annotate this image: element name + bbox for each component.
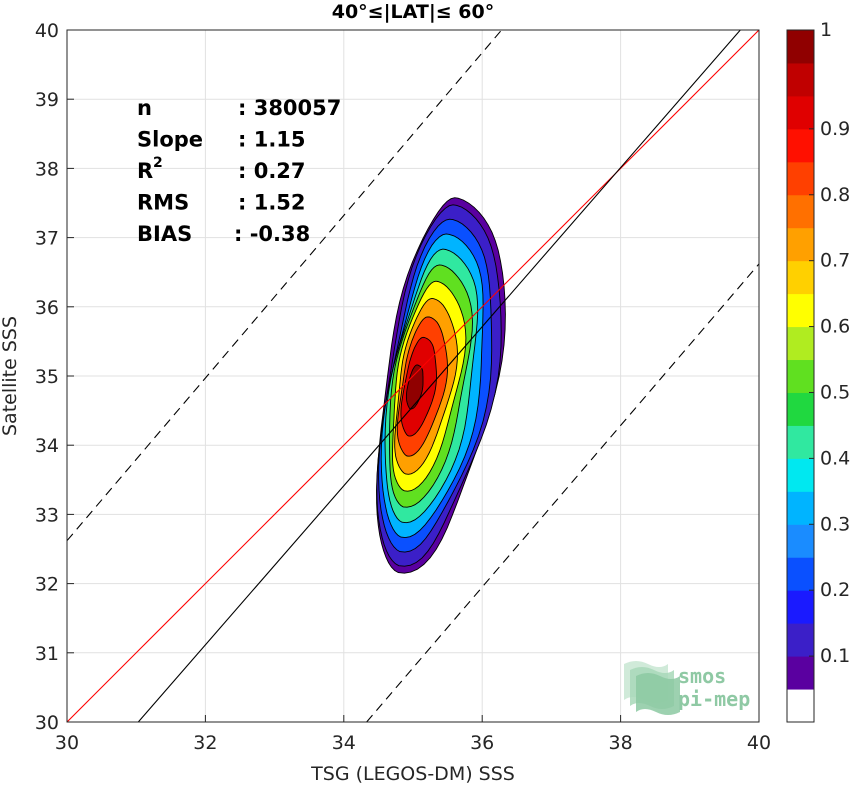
x-tick-label: 38 xyxy=(609,732,633,754)
stat-value: : 380057 xyxy=(238,96,341,120)
colorbar-segment xyxy=(787,326,814,361)
stat-superscript: 2 xyxy=(153,155,163,171)
x-axis-ticks: 30 32 34 36 38 40 xyxy=(55,715,771,754)
y-tick-label: 38 xyxy=(35,158,59,180)
y-tick-label: 31 xyxy=(35,643,59,665)
lower-bound-line xyxy=(366,263,759,722)
colorbar-segment xyxy=(787,392,814,426)
stat-value: : -0.38 xyxy=(234,222,310,246)
colorbar-tick-label: 0.5 xyxy=(820,381,850,403)
colorbar-segment xyxy=(787,260,814,295)
y-tick-label: 35 xyxy=(35,366,59,388)
colorbar-segment xyxy=(787,656,814,690)
stat-label: R xyxy=(137,159,153,183)
colorbar-segment xyxy=(787,623,814,657)
stat-value: : 1.15 xyxy=(238,128,306,152)
colorbar-segment xyxy=(787,227,814,262)
y-tick-label: 37 xyxy=(35,228,59,250)
reference-lines xyxy=(67,30,759,722)
colorbar-segment xyxy=(787,557,814,591)
y-tick-label: 32 xyxy=(35,574,59,596)
colorbar-tick-label: 0.3 xyxy=(820,513,850,535)
colorbar-segment xyxy=(787,491,814,525)
y-tick-label: 39 xyxy=(35,89,59,111)
chart-title: 40°≤|LAT|≤ 60° xyxy=(332,1,495,23)
stat-label: RMS xyxy=(137,191,189,215)
colorbar-segment xyxy=(787,128,814,163)
colorbar-segment xyxy=(787,194,814,229)
colorbar-segment xyxy=(787,689,814,723)
y-axis-label: Satellite SSS xyxy=(0,316,21,436)
y-axis-ticks: 30 31 32 33 34 35 36 37 38 39 40 xyxy=(35,20,74,734)
colorbar-tick-label: 0.2 xyxy=(820,579,850,601)
upper-bound-line xyxy=(67,30,502,542)
stat-value: : 1.52 xyxy=(238,191,306,215)
colorbar-tick-label: 0.6 xyxy=(820,316,850,338)
y-tick-label: 40 xyxy=(35,20,59,42)
colorbar-segment xyxy=(787,359,814,393)
colorbar: 0.1 0.2 0.3 0.4 0.5 0.6 0.7 0.8 0.9 1 xyxy=(786,19,850,723)
y-tick-label: 36 xyxy=(35,297,59,319)
colorbar-segment xyxy=(787,293,814,328)
colorbar-tick-label: 0.7 xyxy=(820,250,850,272)
statistics-box: n : 380057 Slope : 1.15 R 2 : 0.27 RMS : 1.52 BIA… xyxy=(137,96,341,246)
logo-text: smos xyxy=(678,664,726,688)
colorbar-tick-label: 0.9 xyxy=(820,118,850,140)
colorbar-segment xyxy=(787,524,814,558)
y-tick-label: 30 xyxy=(35,712,59,734)
colorbar-segment xyxy=(787,458,814,492)
stat-label: Slope xyxy=(137,128,203,152)
regression-line xyxy=(137,30,742,722)
x-tick-label: 32 xyxy=(193,732,217,754)
colorbar-segment xyxy=(787,425,814,459)
colorbar-frame xyxy=(786,29,815,723)
x-tick-label: 34 xyxy=(332,732,356,754)
colorbar-tick-label: 0.4 xyxy=(820,447,850,469)
stat-value: : 0.27 xyxy=(238,159,306,183)
colorbar-segment xyxy=(787,590,814,624)
colorbar-tick-label: 1 xyxy=(820,19,832,41)
colorbar-tick-label: 0.1 xyxy=(820,645,850,667)
identity-line xyxy=(67,30,759,722)
stat-label: BIAS xyxy=(137,222,192,246)
x-tick-label: 36 xyxy=(470,732,494,754)
colorbar-segment xyxy=(787,95,814,130)
colorbar-segment xyxy=(787,62,814,97)
colorbar-segment xyxy=(787,30,814,64)
logo-wave-shape xyxy=(636,673,680,715)
y-tick-label: 34 xyxy=(35,435,59,457)
x-axis-label: TSG (LEGOS-DM) SSS xyxy=(310,763,515,785)
logo-text: pi-mep xyxy=(678,687,750,711)
colorbar-tick-label: 0.8 xyxy=(820,184,850,206)
x-tick-label: 40 xyxy=(747,732,771,754)
y-tick-label: 33 xyxy=(35,504,59,526)
colorbar-segment xyxy=(787,161,814,196)
stat-label: n xyxy=(137,96,152,120)
x-tick-label: 30 xyxy=(55,732,79,754)
